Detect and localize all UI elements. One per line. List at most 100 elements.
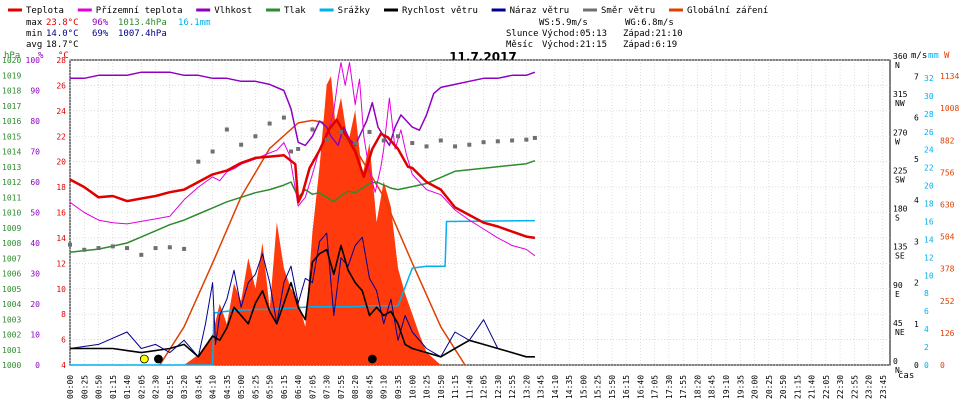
hpa-tick: 1007 (2, 254, 21, 263)
mm-tick: 28 (924, 110, 934, 119)
temp-tick: 14 (56, 234, 66, 243)
stats-min-press: 1007.4hPa (118, 29, 167, 39)
theoretical-radiation-line (159, 119, 466, 366)
hpa-tick: 1013 (2, 163, 21, 172)
wind-dir-point (381, 138, 386, 143)
time-tick: 07:55 (337, 375, 346, 399)
time-tick: 23:45 (879, 375, 888, 399)
dir-tick: 90 (893, 281, 903, 290)
radiation-area (184, 76, 448, 365)
mm-tick: 12 (924, 253, 934, 262)
wind-dir-point (167, 245, 172, 250)
legend-label: Srážky (338, 6, 371, 16)
pct-tick: 20 (30, 300, 40, 309)
hpa-tick: 1010 (2, 209, 21, 218)
legend-label: Rychlost větru (402, 6, 478, 16)
dir-tick: 225 (893, 166, 908, 175)
wind-dir-point (467, 142, 472, 147)
pct-tick: 10 (30, 331, 40, 340)
w-tick: 882 (940, 136, 955, 145)
temp-tick: 12 (56, 259, 66, 268)
wind-dir-point (82, 247, 87, 252)
hpa-tick: 1008 (2, 239, 21, 248)
mm-tick: 18 (924, 200, 934, 209)
wind-dir-point (338, 130, 343, 135)
hpa-tick: 1016 (2, 117, 21, 126)
wind-dir-point (253, 134, 258, 139)
w-tick: 378 (940, 265, 955, 274)
time-tick: 08:20 (351, 375, 360, 399)
time-tick: 06:15 (280, 375, 289, 399)
wind-dir-point (182, 246, 187, 251)
wind-dir-point (310, 127, 315, 132)
mm-tick: 32 (924, 74, 934, 83)
ws-tick: 6 (914, 114, 919, 123)
pct-tick: 60 (30, 178, 40, 187)
wind-gust-line (69, 232, 535, 358)
time-tick: 07:05 (308, 375, 317, 399)
dir-tick-label: E (895, 290, 900, 299)
time-tick: 08:45 (365, 375, 374, 399)
wind-dir-point (196, 159, 201, 164)
time-tick: 15:50 (608, 375, 617, 399)
wind-dir-point (453, 144, 458, 149)
time-tick: 17:30 (665, 375, 674, 399)
time-tick: 09:35 (394, 375, 403, 399)
stats-max-temp: 23.8°C (46, 18, 79, 28)
time-tick: 00:00 (66, 375, 75, 399)
legend-label: Vlhkost (214, 6, 252, 16)
wind-dir-point (110, 244, 115, 249)
wind-dir-point (367, 130, 372, 135)
wind-dir-point (224, 127, 229, 132)
dir-tick-label: N (895, 61, 900, 70)
pct-tick: 50 (30, 209, 40, 218)
hpa-unit: hPa (4, 51, 20, 61)
wind-dir-point (410, 141, 415, 146)
time-tick: 15:00 (579, 375, 588, 399)
time-tick: 17:05 (651, 375, 660, 399)
sun-marker (367, 354, 377, 364)
stats-avg-temp: 18.7°C (46, 40, 79, 50)
pct-tick: 70 (30, 148, 40, 157)
moon-label: Měsíc (506, 40, 533, 50)
legend-label: Přízemní teplota (96, 6, 183, 16)
moon-set: Západ:6:19 (623, 40, 677, 50)
stats-min-temp: 14.0°C (46, 29, 79, 39)
time-tick: 20:00 (751, 375, 760, 399)
dir-tick-label: S (895, 214, 900, 223)
dir-tick-label: NW (895, 99, 905, 108)
time-tick: 15:25 (594, 375, 603, 399)
temp-tick: 8 (61, 310, 66, 319)
time-tick: 22:55 (850, 375, 859, 399)
time-tick: 05:00 (237, 375, 246, 399)
w-unit: W (944, 51, 950, 61)
pct-tick: 30 (30, 270, 40, 279)
ms-unit: m/s (911, 51, 927, 61)
hpa-tick: 1005 (2, 285, 21, 294)
time-tick: 13:20 (522, 375, 531, 399)
hpa-tick: 1000 (2, 361, 21, 370)
wind-dir-point (324, 137, 329, 142)
dir-tick-label: SE (895, 252, 905, 261)
time-tick: 13:45 (537, 375, 546, 399)
time-tick: 04:35 (223, 375, 232, 399)
time-tick: 16:15 (622, 375, 631, 399)
legend-label: Směr větru (601, 6, 655, 16)
time-tick: 11:15 (451, 375, 460, 399)
wind-dir-point (296, 146, 301, 151)
pct-tick: 90 (30, 87, 40, 96)
mm-tick: 30 (924, 92, 934, 101)
hpa-tick: 1017 (2, 102, 21, 111)
hpa-tick: 1003 (2, 315, 21, 324)
time-tick: 18:20 (693, 375, 702, 399)
w-tick: 252 (940, 297, 955, 306)
temp-tick: 24 (56, 107, 66, 116)
dir-tick: 45 (893, 319, 903, 328)
time-tick: 05:25 (251, 375, 260, 399)
time-tick: 10:50 (437, 375, 446, 399)
time-tick: 20:25 (765, 375, 774, 399)
ws-tick: 0 (914, 361, 919, 370)
wind-sun-moon: WS:5.9m/s WG:6.8m/s Slunce Východ:05:13 … (506, 18, 683, 50)
wind-wg: WG:6.8m/s (625, 18, 674, 28)
